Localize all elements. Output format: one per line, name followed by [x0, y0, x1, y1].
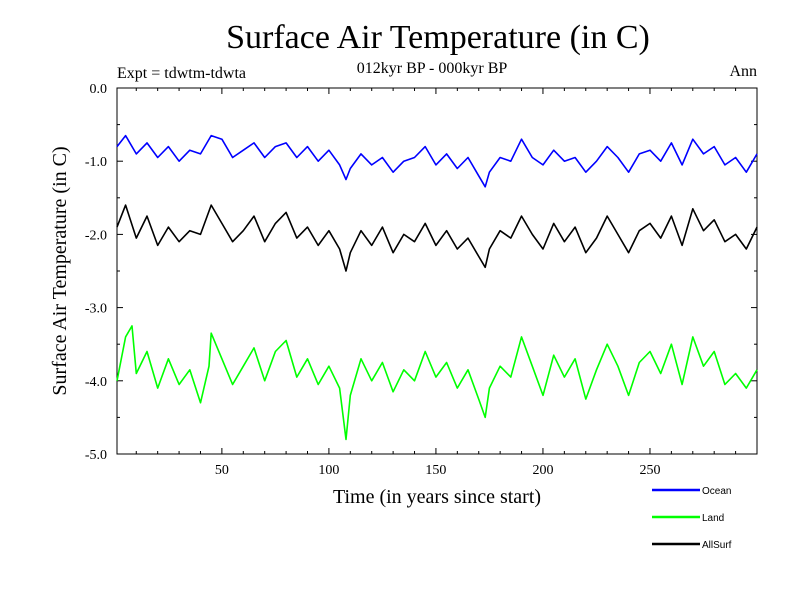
y-tick-label: -5.0 — [85, 448, 107, 463]
y-tick-label: -1.0 — [85, 155, 107, 170]
season-label: Ann — [729, 63, 757, 80]
series-lines — [116, 134, 758, 441]
series-line-ocean — [116, 134, 758, 188]
x-tick-label: 200 — [532, 463, 553, 478]
x-tick-label: 250 — [639, 463, 660, 478]
y-tick-label: -3.0 — [85, 302, 107, 317]
x-axis-ticks: 50 100 150 200 250 — [135, 88, 737, 478]
legend-label-land: Land — [702, 513, 724, 524]
legend-label-ocean: Ocean — [702, 486, 731, 497]
x-tick-label: 50 — [215, 463, 229, 478]
series-line-land — [116, 325, 758, 441]
chart-subtitle: 012kyr BP - 000kyr BP — [357, 60, 508, 77]
plot-frame — [116, 87, 758, 455]
legend-label-allsurf: AllSurf — [702, 540, 732, 551]
y-tick-label: -2.0 — [85, 228, 107, 243]
chart-title: Surface Air Temperature (in C) — [226, 19, 650, 56]
experiment-label: Expt = tdwtm-tdwta — [117, 65, 246, 82]
y-tick-label: -4.0 — [85, 375, 107, 390]
legend: Ocean Land AllSurf — [652, 486, 732, 551]
series-line-allsurf — [116, 204, 758, 272]
x-tick-label: 150 — [425, 463, 446, 478]
x-tick-label: 100 — [318, 463, 339, 478]
y-axis-label: Surface Air Temperature (in C) — [49, 146, 71, 395]
y-axis-ticks: -5.0 -4.0 -3.0 -2.0 -1.0 0.0 — [85, 82, 757, 463]
x-axis-label: Time (in years since start) — [333, 486, 541, 508]
y-tick-label: 0.0 — [90, 82, 108, 97]
